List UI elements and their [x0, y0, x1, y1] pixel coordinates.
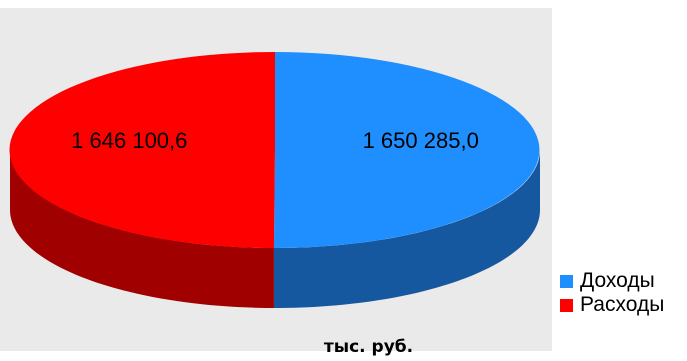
legend-swatch-expenses [560, 298, 573, 312]
legend: Доходы Расходы [552, 269, 687, 318]
pie-side-income [273, 150, 540, 308]
pie-slice-expenses [9, 51, 275, 248]
legend-item-expenses: Расходы [552, 293, 687, 316]
legend-label-income: Доходы [580, 269, 655, 292]
data-label-income: 1 650 285,0 [363, 128, 479, 153]
pie-slice-income [273, 52, 540, 249]
legend-swatch-income [560, 274, 573, 288]
legend-label-expenses: Расходы [580, 293, 665, 316]
pie-side-expenses [10, 150, 274, 308]
units-label: тыс. руб. [323, 337, 414, 357]
data-label-expenses: 1 646 100,6 [71, 128, 187, 153]
legend-item-income: Доходы [552, 269, 687, 292]
